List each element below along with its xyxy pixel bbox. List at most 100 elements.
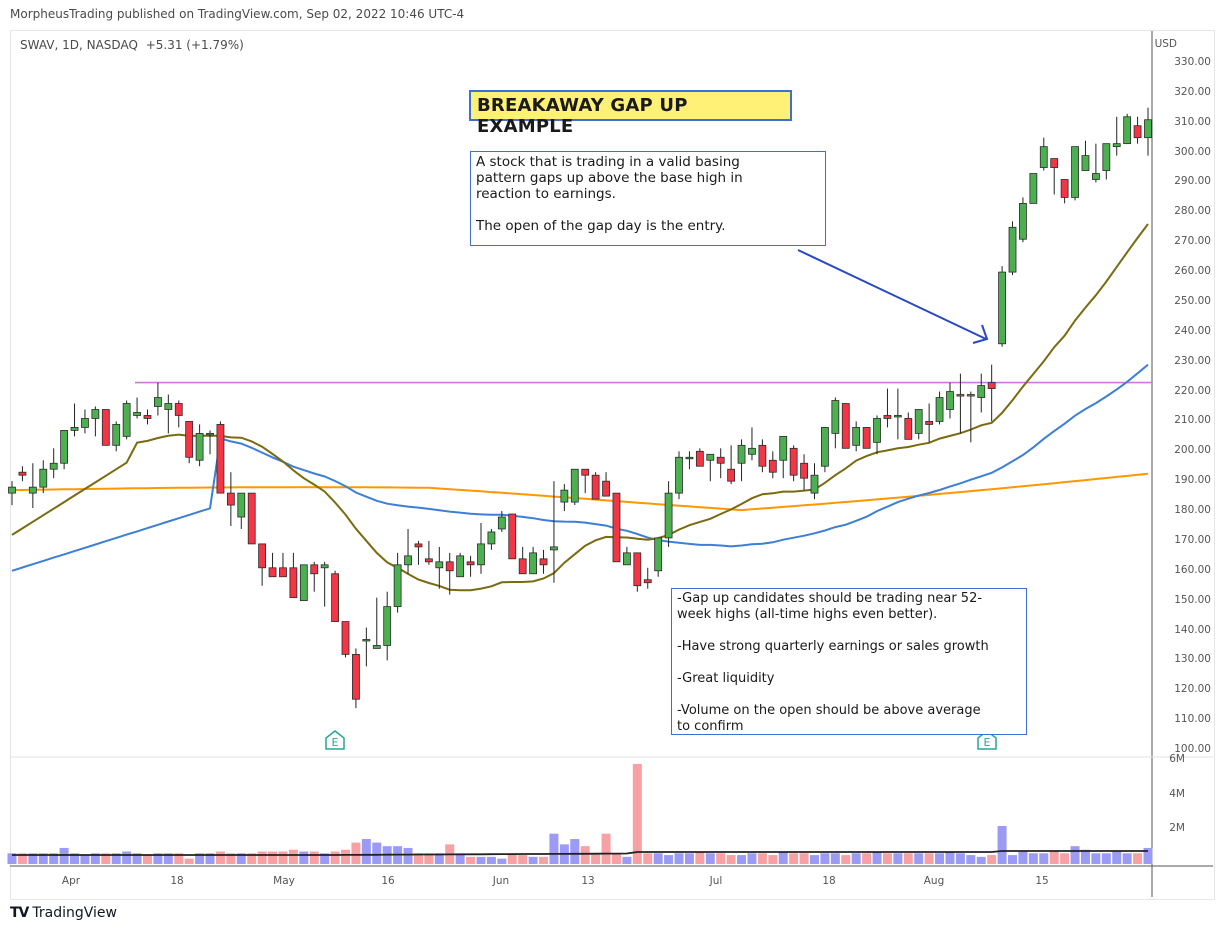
candle-body bbox=[560, 489, 569, 503]
earnings-badge-icon[interactable]: E bbox=[325, 730, 345, 750]
volume-bar bbox=[59, 847, 69, 864]
candle-body bbox=[518, 558, 527, 575]
annotation-title[interactable]: BREAKAWAY GAP UP EXAMPLE bbox=[469, 90, 792, 137]
volume-bar bbox=[945, 851, 955, 864]
candle-body bbox=[1071, 146, 1079, 198]
ma-mid-line bbox=[11, 363, 1149, 572]
candle-body bbox=[1081, 155, 1090, 171]
symbol-legend: SWAV, 1D, NASDAQ +5.31 (+1.79%) bbox=[20, 38, 244, 52]
time-tick: 18 bbox=[170, 875, 184, 887]
volume-bar bbox=[862, 853, 872, 864]
volume-bar bbox=[361, 839, 371, 864]
volume-bar bbox=[716, 853, 726, 864]
volume-bar bbox=[976, 856, 986, 864]
volume-bar bbox=[476, 856, 486, 864]
candle-body bbox=[633, 552, 642, 587]
time-tick: Apr bbox=[61, 875, 81, 887]
volume-bar bbox=[611, 853, 621, 864]
volume-bar bbox=[778, 851, 788, 864]
candle-body bbox=[435, 561, 444, 569]
volume-bar bbox=[518, 855, 528, 864]
volume-bar bbox=[372, 842, 382, 864]
candle-body bbox=[529, 552, 538, 575]
candle-body bbox=[737, 444, 746, 464]
volume-bar bbox=[809, 855, 819, 864]
candle-body bbox=[956, 394, 965, 397]
volume-bar bbox=[789, 853, 799, 864]
volume-bar bbox=[1008, 855, 1018, 864]
volume-bar bbox=[684, 853, 694, 864]
volume-bar bbox=[122, 851, 132, 864]
time-tick: Aug bbox=[923, 875, 945, 887]
price-tick: 250.00 bbox=[1174, 294, 1211, 307]
candle-body bbox=[331, 573, 339, 622]
volume-bar bbox=[205, 853, 215, 864]
volume-bar bbox=[1028, 853, 1038, 864]
candle-body bbox=[1102, 143, 1111, 171]
candle-body bbox=[612, 492, 621, 563]
candle-body bbox=[852, 427, 861, 446]
volume-bar bbox=[90, 853, 100, 864]
price-tick: 160.00 bbox=[1174, 563, 1211, 576]
candle-body bbox=[893, 415, 902, 418]
volume-bar bbox=[132, 853, 142, 864]
candle-body bbox=[174, 403, 183, 416]
volume-bar bbox=[591, 853, 601, 864]
candle-body bbox=[998, 271, 1006, 345]
volume-bar bbox=[987, 855, 997, 864]
candle-body bbox=[226, 492, 235, 506]
candle-body bbox=[675, 456, 683, 494]
volume-bar bbox=[215, 851, 225, 864]
candle-body bbox=[81, 418, 89, 428]
volume-bar bbox=[38, 853, 48, 864]
candle-body bbox=[352, 654, 360, 700]
annotation-criteria-note[interactable]: -Gap up candidates should be trading nea… bbox=[671, 588, 1027, 735]
time-tick: 18 bbox=[822, 875, 836, 887]
candle-body bbox=[1029, 173, 1038, 204]
volume-bar bbox=[257, 851, 267, 864]
candle-body bbox=[279, 567, 287, 578]
volume-bar bbox=[622, 856, 632, 864]
candle-body bbox=[185, 421, 194, 458]
volume-bar bbox=[1101, 853, 1111, 864]
candle-body bbox=[39, 468, 48, 488]
volume-bar bbox=[695, 851, 705, 864]
candle-body bbox=[487, 531, 496, 545]
candle-body bbox=[101, 409, 110, 446]
volume-bar bbox=[247, 853, 257, 864]
price-tick: 220.00 bbox=[1174, 384, 1211, 397]
time-tick: 15 bbox=[1035, 875, 1049, 887]
candle-body bbox=[966, 394, 975, 397]
volume-bar bbox=[236, 853, 246, 864]
volume-bar bbox=[705, 853, 715, 864]
candle-body bbox=[643, 579, 652, 584]
volume-bar bbox=[528, 856, 538, 864]
volume-bar bbox=[643, 853, 653, 864]
volume-bar bbox=[768, 855, 778, 864]
candle-body bbox=[695, 450, 704, 467]
price-change: +5.31 (+1.79%) bbox=[145, 38, 244, 52]
candle-body bbox=[414, 543, 423, 548]
tv-logo-icon: TV bbox=[10, 905, 29, 921]
volume-bar bbox=[455, 853, 465, 864]
volume-bar bbox=[403, 847, 413, 864]
volume-bar bbox=[7, 853, 17, 864]
candle-body bbox=[122, 403, 131, 437]
tradingview-logo[interactable]: TV TradingView bbox=[10, 905, 117, 921]
volume-bar bbox=[799, 853, 809, 864]
volume-bar bbox=[424, 853, 434, 864]
candle-body bbox=[18, 471, 27, 476]
candle-body bbox=[341, 621, 350, 655]
volume-bar bbox=[935, 853, 945, 864]
volume-bar bbox=[28, 853, 38, 864]
volume-bar bbox=[1018, 851, 1028, 864]
volume-bar bbox=[49, 853, 59, 864]
volume-bar bbox=[1091, 853, 1101, 864]
candle-body bbox=[810, 474, 819, 494]
volume-bar bbox=[268, 851, 278, 864]
svg-text:E: E bbox=[984, 736, 991, 749]
annotation-entry-note[interactable]: A stock that is trading in a valid basin… bbox=[470, 151, 826, 246]
candle-body bbox=[1039, 146, 1048, 168]
candle-body bbox=[602, 480, 610, 497]
